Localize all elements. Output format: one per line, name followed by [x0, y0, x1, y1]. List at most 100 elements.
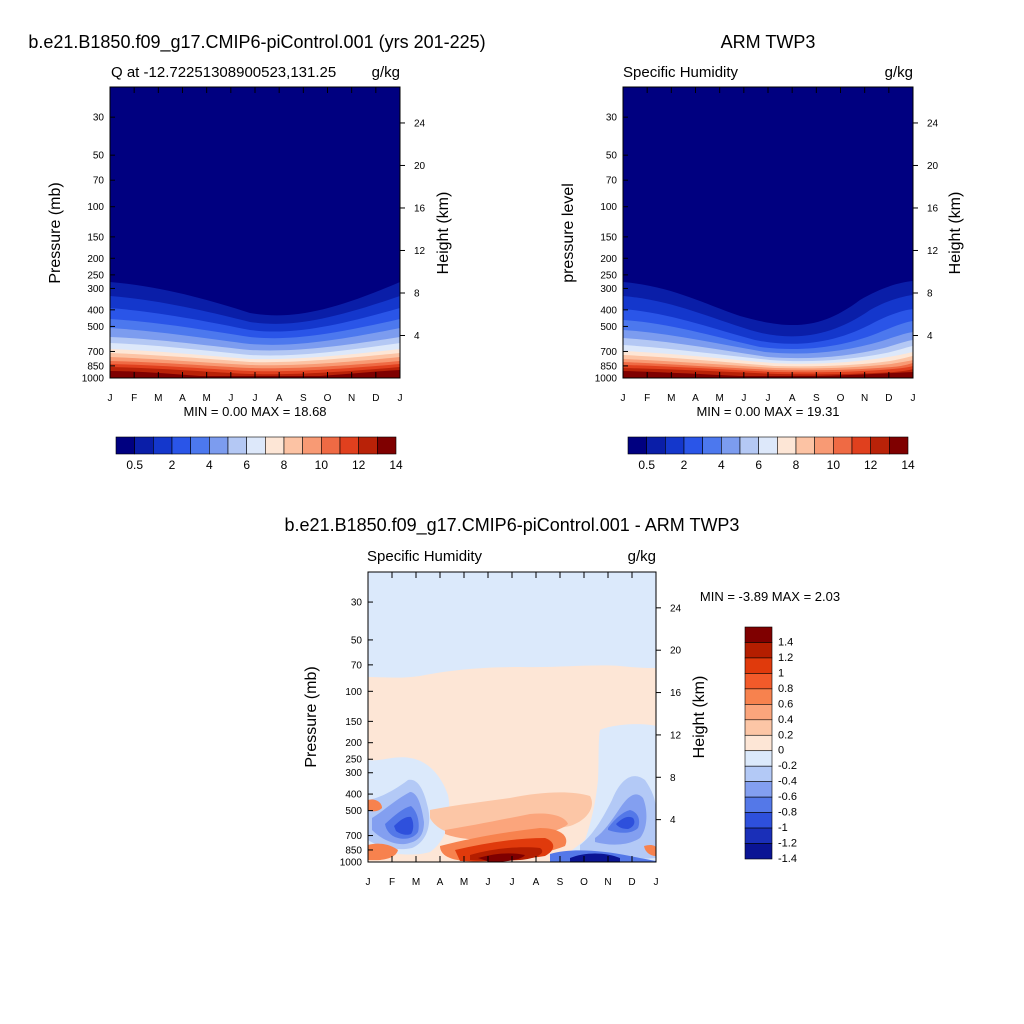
- colorbar-swatch: [283, 436, 303, 455]
- colorbar-swatch: [321, 436, 341, 455]
- panel-obs-axes: 30 50 70 100 150 200 250 300 400 500 700 850 1000 24 2…: [595, 87, 939, 404]
- colorbar-label: -0.8: [778, 807, 797, 819]
- y-tick-label: 300: [345, 768, 362, 779]
- x-tick-label: D: [628, 877, 635, 888]
- colorbar-swatch: [744, 827, 773, 844]
- x-tick-label: O: [324, 393, 332, 404]
- panel-model-left-title: Q at -12.72251308900523,131.25: [111, 64, 336, 81]
- colorbar-label: -0.2: [778, 760, 797, 772]
- y-right-tick-label: 24: [927, 118, 939, 129]
- colorbar-swatch: [744, 734, 773, 752]
- x-tick-label: A: [789, 393, 796, 404]
- colorbar-label: 4: [206, 458, 213, 472]
- colorbar-swatch: [115, 436, 135, 455]
- y-tick-label: 70: [606, 176, 618, 187]
- panel-model-axes: 30 50 70 100 150 200 250 300 400 500 700 850 1000 24 2…: [82, 87, 426, 404]
- y-right-tick-label: 8: [414, 288, 420, 299]
- panel-diff-stats: MIN = -3.89 MAX = 2.03: [700, 589, 840, 604]
- colorbar-swatch: [744, 796, 773, 813]
- x-tick-label: J: [621, 393, 626, 404]
- colorbar-swatch: [851, 436, 871, 455]
- x-tick-label: J: [398, 393, 403, 404]
- colorbar-swatch: [302, 436, 322, 455]
- panel-obs-right-title: g/kg: [885, 64, 913, 81]
- panel-model-right-title: g/kg: [372, 64, 400, 81]
- y-tick-label: 150: [345, 717, 362, 728]
- colorbar-swatch: [744, 750, 773, 767]
- y-tick-label: 150: [87, 232, 104, 243]
- y-tick-label: 200: [87, 254, 104, 265]
- y-tick-label: 1000: [595, 374, 618, 385]
- colorbar-swatch: [190, 436, 210, 455]
- y-right-tick-label: 24: [670, 603, 682, 614]
- x-tick-label: M: [715, 393, 723, 404]
- colorbar-label: 2: [681, 458, 688, 472]
- colorbar-swatch: [265, 436, 285, 455]
- panel-obs-field: [623, 87, 913, 378]
- colorbar-label: -0.6: [778, 791, 797, 803]
- y-tick-label: 700: [87, 347, 104, 358]
- x-tick-label: J: [510, 877, 515, 888]
- y-tick-label: 500: [87, 322, 104, 333]
- x-tick-label: A: [692, 393, 699, 404]
- colorbar-swatch: [646, 436, 666, 455]
- colorbar-swatch: [721, 436, 741, 455]
- y-tick-label: 700: [345, 831, 362, 842]
- x-tick-label: M: [202, 393, 210, 404]
- colorbar-label: 10: [827, 458, 841, 472]
- y-tick-label: 500: [600, 322, 617, 333]
- panel-obs-ylabel-right: Height (km): [947, 192, 964, 275]
- panel-diff-colorbar: 1.4 1.2 1 0.8 0.6 0.4 0.2 0 -0.2 -0.4 -0.6 -0.8 -1 -1…: [744, 626, 797, 865]
- x-tick-label: S: [300, 393, 307, 404]
- colorbar-label: 0.4: [778, 714, 793, 726]
- y-tick-label: 70: [93, 176, 105, 187]
- y-tick-label: 100: [600, 202, 617, 213]
- y-tick-label: 700: [600, 347, 617, 358]
- y-tick-label: 1000: [340, 858, 363, 869]
- diff-west-positive: [368, 843, 398, 861]
- diff-east-core: [616, 816, 635, 829]
- panel-model-colorbar: 0.5 2 4 6 8 10 12 14: [115, 436, 403, 472]
- y-right-tick-label: 24: [414, 118, 426, 129]
- colorbar-label: 2: [169, 458, 176, 472]
- colorbar-swatch: [744, 765, 773, 782]
- diff-upper-negative: [368, 572, 656, 678]
- x-tick-label: A: [533, 877, 540, 888]
- panel-diff-axes: 30 50 70 100 150 200 250 300 400 500 700 850 1000 24 2…: [340, 572, 682, 888]
- y-tick-label: 400: [345, 790, 362, 801]
- colorbar-swatch: [627, 436, 647, 455]
- colorbar-swatch: [171, 436, 191, 455]
- panel-model-ylabel-right: Height (km): [435, 192, 452, 275]
- x-tick-label: J: [911, 393, 916, 404]
- colorbar-swatch: [744, 704, 773, 721]
- x-tick-label: D: [885, 393, 892, 404]
- colorbar-swatch: [153, 436, 173, 455]
- x-tick-label: O: [580, 877, 588, 888]
- colorbar-swatch: [833, 436, 853, 455]
- y-tick-label: 30: [93, 113, 105, 124]
- colorbar-label: 6: [755, 458, 762, 472]
- colorbar-label: 0: [778, 745, 784, 757]
- y-right-tick-label: 20: [927, 161, 939, 172]
- panel-model-suptitle: b.e21.B1850.f09_g17.CMIP6-piControl.001 …: [28, 32, 485, 53]
- x-tick-label: N: [604, 877, 611, 888]
- x-tick-label: J: [486, 877, 491, 888]
- y-tick-label: 30: [606, 113, 618, 124]
- colorbar-label: -1.4: [778, 853, 797, 865]
- colorbar-swatch: [744, 812, 773, 829]
- colorbar-label: 1.4: [778, 636, 793, 648]
- colorbar-label: 6: [243, 458, 250, 472]
- panel-model-field: [110, 87, 400, 378]
- colorbar-swatch: [339, 436, 359, 455]
- panel-model-stats: MIN = 0.00 MAX = 18.68: [183, 404, 326, 419]
- diff-lower-positive: [478, 853, 525, 862]
- y-right-tick-label: 8: [927, 288, 933, 299]
- colorbar-label: 4: [718, 458, 725, 472]
- colorbar-label: 0.2: [778, 729, 793, 741]
- y-tick-label: 30: [351, 598, 363, 609]
- panel-obs-colorbar: 0.5 2 4 6 8 10 12 14: [627, 436, 915, 472]
- x-tick-label: S: [557, 877, 564, 888]
- colorbar-swatch: [683, 436, 703, 455]
- x-tick-label: M: [412, 877, 420, 888]
